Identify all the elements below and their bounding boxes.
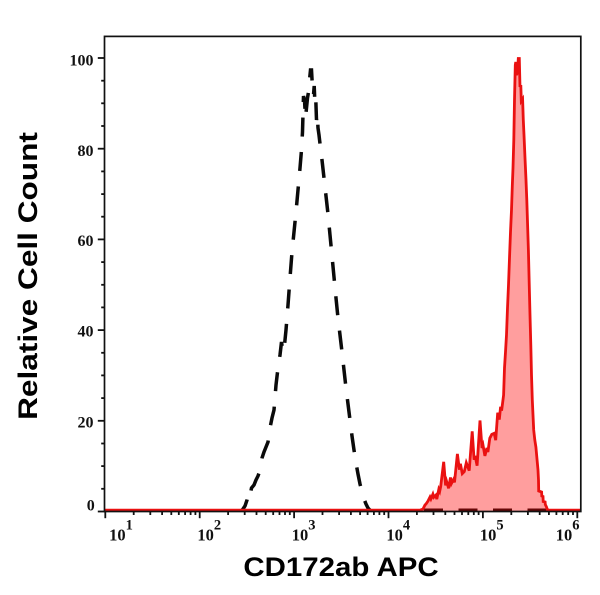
svg-text:80: 80 — [78, 143, 94, 160]
svg-text:40: 40 — [78, 324, 94, 341]
svg-text:100: 100 — [70, 53, 94, 70]
svg-text:Relative Cell Count: Relative Cell Count — [13, 132, 43, 420]
svg-text:20: 20 — [78, 414, 94, 431]
svg-text:CD172ab APC: CD172ab APC — [243, 551, 438, 582]
svg-text:60: 60 — [78, 233, 94, 250]
svg-text:0: 0 — [87, 498, 95, 515]
